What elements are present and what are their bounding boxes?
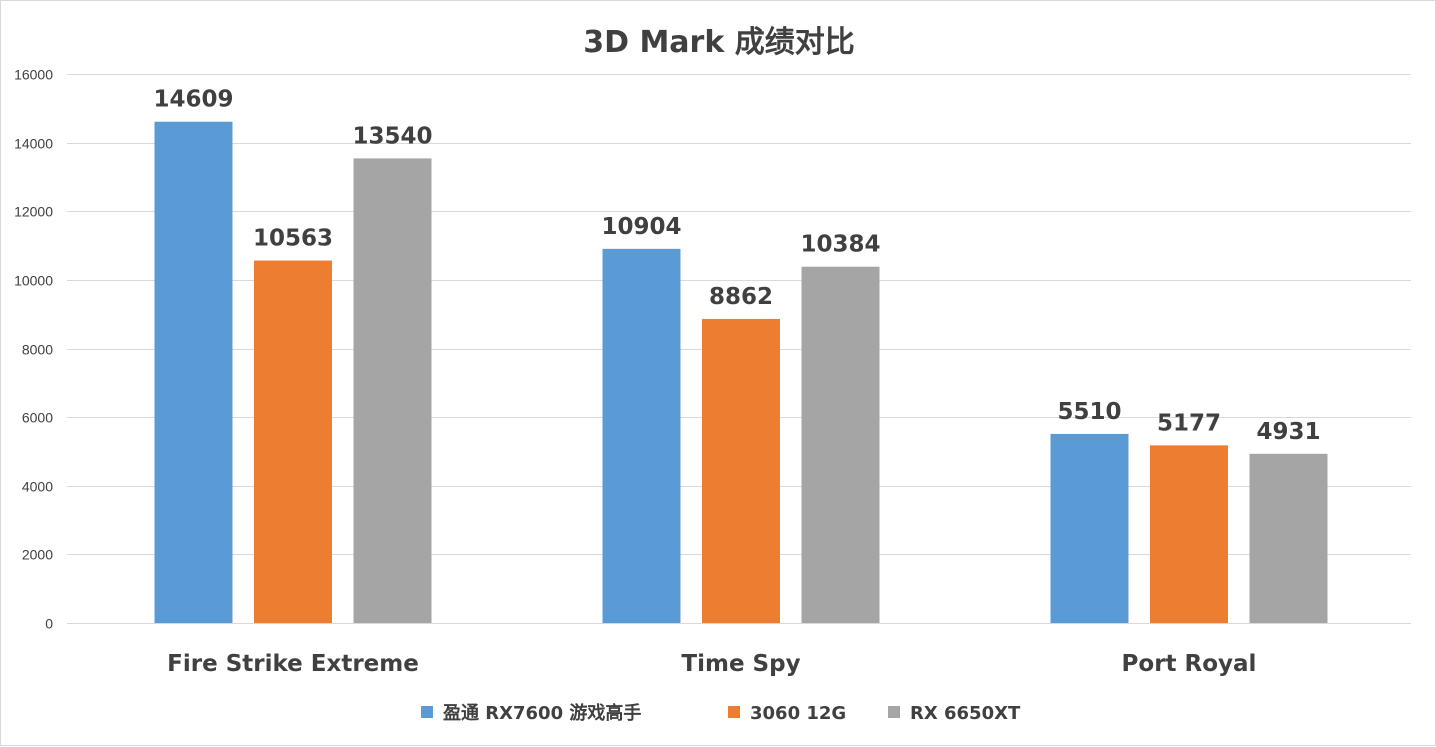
legend-swatch [888, 706, 900, 718]
legend-label: 3060 12G [750, 703, 846, 724]
x-axis-categories: Fire Strike Extreme Time Spy Port Royal [167, 651, 1256, 677]
data-label: 5510 [1057, 399, 1121, 425]
bar [254, 260, 332, 623]
bar [801, 266, 880, 623]
data-label: 4931 [1256, 419, 1320, 445]
data-label: 10563 [253, 226, 333, 252]
bar [154, 121, 233, 623]
x-category-label: Time Spy [681, 651, 800, 677]
bar [1050, 433, 1129, 623]
data-label: 13540 [352, 123, 432, 149]
data-label: 8862 [709, 284, 773, 310]
data-label: 14609 [153, 87, 233, 113]
legend-swatch [421, 706, 433, 718]
y-tick-label: 0 [45, 616, 53, 632]
y-tick-label: 14000 [14, 136, 53, 152]
legend-item: RX 6650XT [888, 703, 1021, 724]
bar [1150, 445, 1228, 623]
y-tick-label: 12000 [14, 204, 53, 220]
bar [602, 248, 681, 623]
bar [353, 158, 432, 623]
chart-title: 3D Mark 成绩对比 [583, 25, 855, 60]
x-category-label: Port Royal [1122, 651, 1257, 677]
x-category-label: Fire Strike Extreme [167, 651, 419, 677]
data-label: 5177 [1157, 410, 1221, 436]
y-tick-label: 10000 [14, 273, 53, 289]
y-tick-label: 4000 [22, 479, 53, 495]
legend-item: 盈通 RX7600 游戏高手 [421, 702, 641, 724]
legend-swatch [728, 706, 740, 718]
y-tick-label: 16000 [14, 67, 53, 83]
legend: 盈通 RX7600 游戏高手 3060 12G RX 6650XT [421, 702, 1021, 724]
legend-label: RX 6650XT [910, 703, 1021, 724]
data-label: 10384 [800, 232, 880, 258]
legend-label: 盈通 RX7600 游戏高手 [442, 702, 641, 724]
legend-item: 3060 12G [728, 703, 846, 724]
y-axis-ticks: 0 2000 4000 6000 8000 10000 12000 14000 16000 [14, 67, 53, 632]
data-label: 10904 [601, 214, 681, 240]
bar [702, 318, 780, 623]
bar [1249, 453, 1328, 623]
data-labels: 14609 10563 13540 10904 8862 10384 5510 5177 493… [153, 87, 1320, 445]
bars [154, 121, 1328, 623]
y-tick-label: 2000 [22, 547, 53, 563]
y-tick-label: 6000 [22, 410, 53, 426]
y-tick-label: 8000 [22, 342, 53, 358]
